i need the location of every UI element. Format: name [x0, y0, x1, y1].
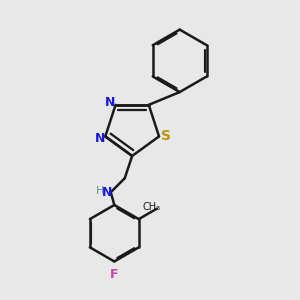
Text: N: N [105, 96, 116, 109]
Text: F: F [110, 268, 118, 281]
Text: H: H [96, 186, 105, 196]
Text: S: S [161, 129, 172, 143]
Text: CH₃: CH₃ [142, 202, 160, 212]
Text: N: N [102, 186, 112, 199]
Text: N: N [95, 132, 105, 145]
